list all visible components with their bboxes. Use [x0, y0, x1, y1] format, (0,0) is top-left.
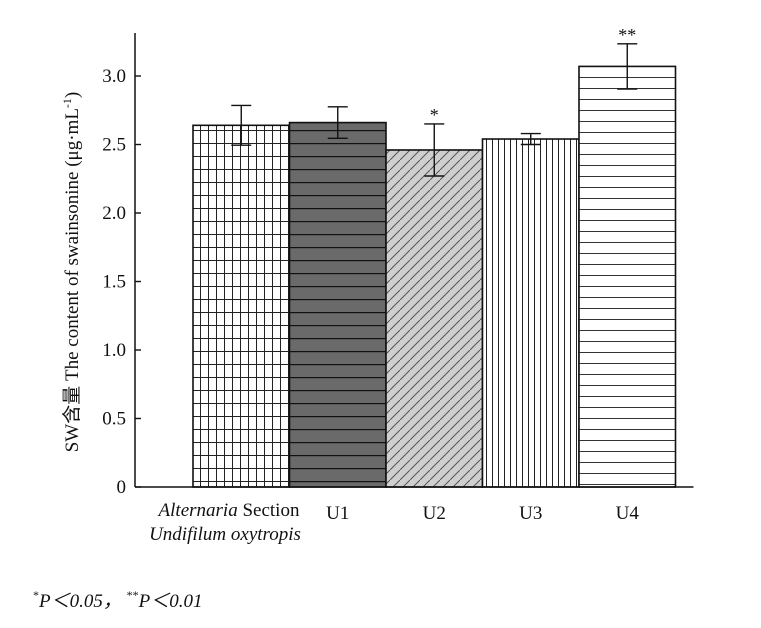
y-tick-label: 2.0 — [102, 203, 126, 224]
footnote-sig2-text: P＜0.01 — [138, 591, 203, 612]
x-tick-label-4: U3 — [519, 503, 542, 524]
error-bar-5 — [617, 43, 638, 90]
footnote-sig1-text: P＜0.05， — [39, 591, 122, 612]
footnote-sig1-mark: * — [33, 587, 39, 602]
y-tick-label: 0.5 — [102, 409, 126, 430]
bar-1 — [192, 124, 291, 488]
x-tick-label-5: U4 — [616, 503, 640, 524]
bar-5 — [578, 65, 677, 488]
bar-4 — [481, 138, 580, 488]
y-tick-label: 3.0 — [102, 66, 126, 87]
x-tick-label-1-line1: Alternaria Section — [157, 500, 300, 521]
x-tick-label-1-line2: Undifilum oxytropis — [149, 524, 301, 545]
error-bar-3 — [424, 123, 445, 177]
significance-mark-5: ** — [618, 25, 636, 45]
y-tick-label: 1.0 — [102, 340, 126, 361]
bar-2 — [288, 121, 387, 488]
error-bar-1 — [231, 104, 252, 146]
y-tick-label: 1.5 — [102, 272, 126, 293]
significance-footnote: *P＜0.05， **P＜0.01 — [33, 586, 202, 613]
x-tick-label-3: U2 — [423, 503, 446, 524]
bar-3 — [385, 149, 484, 488]
y-tick-label: 0 — [117, 477, 127, 498]
y-axis-title: SW含量 The content of swainsonine (μg·mL-1… — [60, 92, 83, 453]
error-bars-layer — [231, 43, 638, 177]
x-tick-label-2: U1 — [326, 503, 349, 524]
axes-layer — [134, 33, 694, 488]
significance-mark-3: * — [430, 105, 439, 125]
footnote-sig2-mark: ** — [126, 587, 139, 602]
error-bar-2 — [327, 106, 348, 140]
y-tick-label: 2.5 — [102, 135, 126, 156]
error-bar-4 — [520, 132, 541, 146]
